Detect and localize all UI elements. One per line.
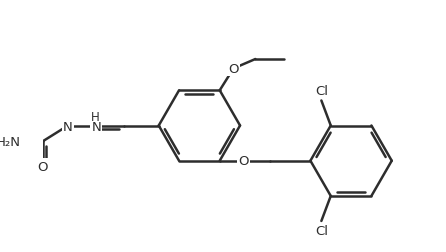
Text: O: O xyxy=(238,154,249,168)
Text: Cl: Cl xyxy=(315,85,328,98)
Text: N: N xyxy=(63,120,73,133)
Text: N: N xyxy=(91,120,101,133)
Text: H: H xyxy=(91,111,99,124)
Text: O: O xyxy=(228,63,239,76)
Text: H₂N: H₂N xyxy=(0,135,21,148)
Text: Cl: Cl xyxy=(315,224,328,237)
Text: O: O xyxy=(38,160,48,173)
